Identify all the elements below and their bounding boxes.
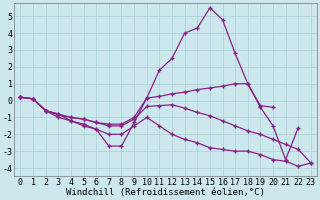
X-axis label: Windchill (Refroidissement éolien,°C): Windchill (Refroidissement éolien,°C) [66,188,265,197]
